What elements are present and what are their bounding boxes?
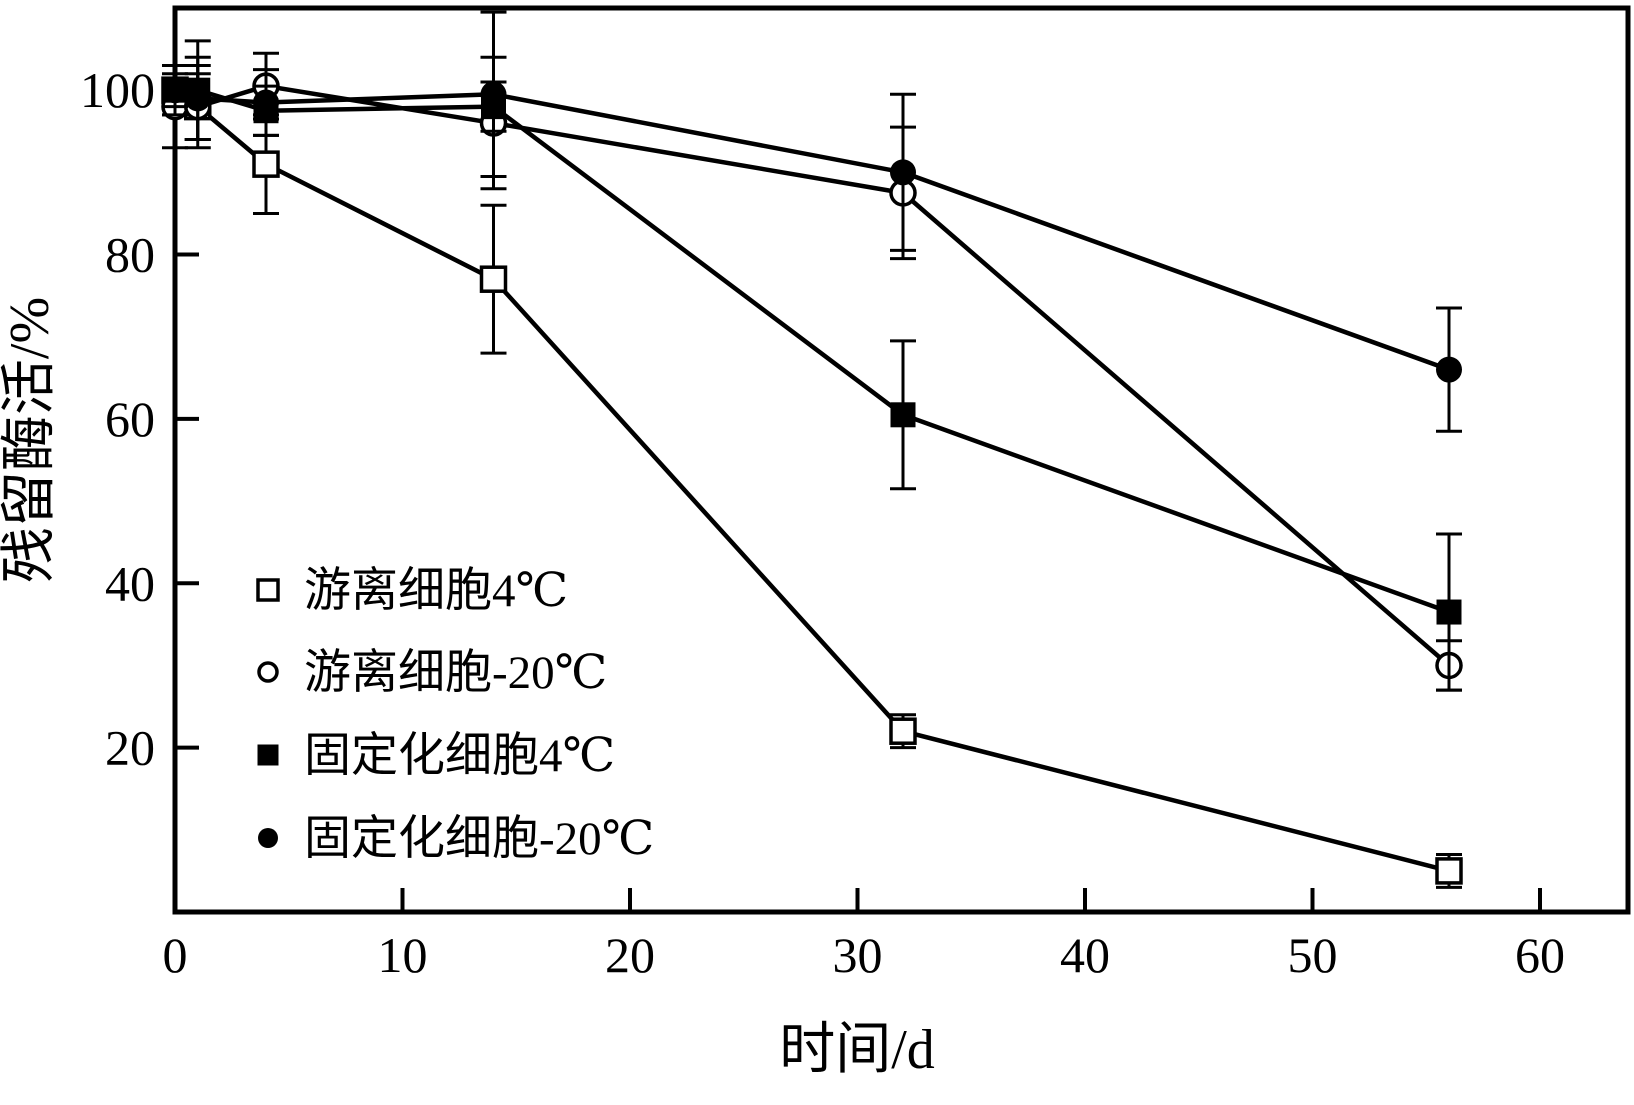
marker-filled-circle bbox=[162, 77, 188, 104]
legend: 游离细胞4℃ 游离细胞-20℃ 固定化细胞4℃ 固定化细胞-20℃ bbox=[256, 565, 654, 865]
x-tick-label: 0 bbox=[163, 927, 188, 983]
marker-open-square bbox=[479, 265, 508, 293]
plot-frame bbox=[172, 5, 1631, 915]
marker-filled-circle bbox=[258, 828, 278, 848]
legend-item: 固定化细胞-20℃ bbox=[258, 813, 654, 865]
series-line bbox=[174, 88, 1450, 372]
marker-filled-circle bbox=[1436, 356, 1462, 383]
x-tick-label: 10 bbox=[378, 927, 428, 983]
x-tick-label: 30 bbox=[833, 927, 883, 983]
y-tick-label: 40 bbox=[105, 555, 155, 611]
marker-open-square bbox=[252, 150, 280, 178]
legend-item-label: 游离细胞-20℃ bbox=[304, 647, 607, 699]
marker-filled-square bbox=[1436, 599, 1462, 625]
legend-item: 固定化细胞4℃ bbox=[257, 730, 615, 782]
y-tick-label: 80 bbox=[105, 227, 155, 283]
y-tick-label: 100 bbox=[80, 62, 155, 118]
marker-open-square bbox=[889, 717, 917, 745]
marker-filled-circle bbox=[184, 85, 211, 112]
legend-item-label: 游离细胞4℃ bbox=[304, 565, 568, 617]
marker-filled-circle bbox=[890, 159, 916, 186]
marker-filled-circle bbox=[480, 81, 507, 108]
series-filled-circle bbox=[162, 10, 1462, 433]
x-tick-label: 50 bbox=[1288, 927, 1338, 983]
legend-item: 游离细胞-20℃ bbox=[257, 647, 607, 699]
legend-item: 游离细胞4℃ bbox=[256, 565, 568, 617]
y-axis-label: 残留酶活/% bbox=[0, 297, 61, 583]
marker-filled-square bbox=[257, 744, 279, 766]
x-tick-label: 20 bbox=[605, 927, 655, 983]
x-axis-label: 时间/d bbox=[779, 1019, 935, 1081]
legend-item-label: 固定化细胞-20℃ bbox=[304, 813, 654, 865]
x-tick-label: 60 bbox=[1515, 927, 1565, 983]
plot-layer: 0 10 20 30 40 50 60 20 40 60 80 100 游离细胞4℃ 游离细胞-20℃ 固定… bbox=[80, 5, 1631, 983]
marker-filled-square bbox=[890, 402, 916, 428]
marker-open-square bbox=[1435, 857, 1463, 885]
x-tick-label: 40 bbox=[1060, 927, 1110, 983]
marker-open-square bbox=[256, 578, 280, 602]
y-tick-label: 60 bbox=[105, 391, 155, 447]
marker-filled-circle bbox=[253, 89, 279, 116]
marker-open-circle bbox=[257, 661, 279, 683]
series-line bbox=[175, 87, 1450, 615]
y-tick-label: 20 bbox=[105, 720, 155, 776]
legend-item-label: 固定化细胞4℃ bbox=[304, 730, 615, 782]
